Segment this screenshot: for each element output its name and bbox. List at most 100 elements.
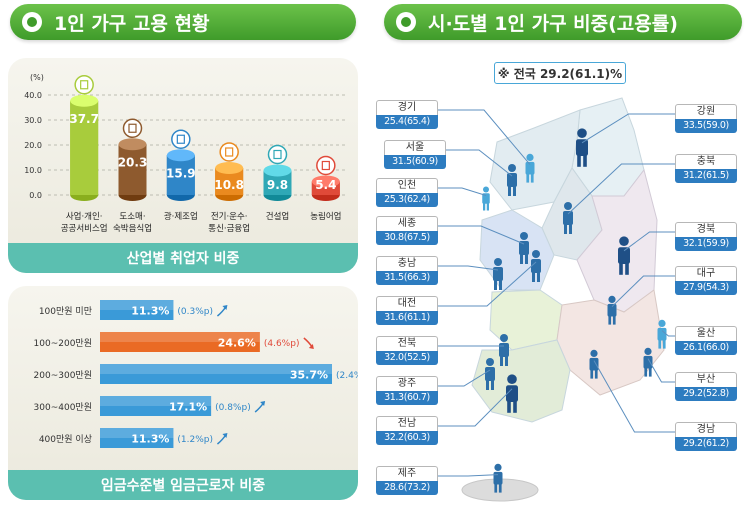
person-leg xyxy=(644,367,648,377)
region-value: 31.6(61.1) xyxy=(376,311,438,325)
category-label: 전기·운수· xyxy=(211,211,248,222)
region-value: 32.0(52.5) xyxy=(376,351,438,365)
region-value: 29.2(52.8) xyxy=(675,387,737,401)
region-name: 서울 xyxy=(384,140,446,155)
industry-footer: 산업별 취업자 비중 xyxy=(8,243,358,273)
person-head xyxy=(500,334,508,342)
wage-row: 400만원 이상 11.3% (1.2%p) xyxy=(39,428,228,448)
gear-icon-glyph xyxy=(176,134,185,144)
bar-top xyxy=(311,175,340,188)
region-label: 대구 27.9(54.3) xyxy=(675,266,737,295)
person-body xyxy=(657,327,667,341)
person-head xyxy=(508,164,516,172)
person-head xyxy=(486,358,494,366)
bar-top xyxy=(215,162,244,174)
person-head xyxy=(494,258,502,266)
person-leg xyxy=(494,280,497,290)
region-label: 서울 31.5(60.9) xyxy=(384,140,446,169)
leader-line xyxy=(581,113,675,144)
leader-line xyxy=(438,388,513,427)
person-head xyxy=(483,186,489,193)
bar-top xyxy=(70,94,99,107)
region-name: 경북 xyxy=(675,222,737,237)
person-head xyxy=(608,295,616,303)
leader-line xyxy=(593,360,675,433)
person-head xyxy=(644,347,652,355)
gear-icon xyxy=(171,129,191,149)
region-value: 32.2(60.3) xyxy=(376,431,438,445)
wage-bar xyxy=(100,428,174,448)
region-label: 경기 25.4(65.4) xyxy=(376,100,438,129)
industry-bar: 10.8 전기·운수· 통신·금융업 xyxy=(208,142,250,234)
map-graphic xyxy=(438,97,675,502)
person-head xyxy=(494,463,502,471)
industry-bar: 9.8 건설업 xyxy=(263,144,292,222)
category-label: 도소매· xyxy=(119,212,145,222)
region-label: 경남 29.2(61.2) xyxy=(675,422,737,451)
region-value: 28.6(73.2) xyxy=(376,481,438,495)
person-leg xyxy=(619,262,623,275)
region-label: 전북 32.0(52.5) xyxy=(376,336,438,365)
document-icon-glyph xyxy=(80,80,89,90)
region-label: 부산 29.2(52.8) xyxy=(675,372,737,401)
leader-line xyxy=(438,225,525,245)
arrow-down-head xyxy=(308,344,314,349)
person-leg xyxy=(494,483,498,493)
y-tick-label: 0.0 xyxy=(29,191,42,200)
person-body xyxy=(643,355,653,369)
leader-line xyxy=(611,275,675,307)
person-body xyxy=(493,267,503,281)
person-leg xyxy=(662,339,666,349)
person-body xyxy=(531,259,541,273)
person-icon xyxy=(482,186,490,211)
person-leg xyxy=(483,203,486,211)
wage-category-label: 300~400만원 xyxy=(34,402,92,413)
person-leg xyxy=(537,272,540,282)
left-section-title: 1인 가구 고용 현황 xyxy=(10,4,356,40)
bar-value-label: 20.3 xyxy=(118,155,148,169)
region-name: 대구 xyxy=(675,266,737,281)
person-icon xyxy=(607,295,617,325)
person-icon xyxy=(618,236,630,275)
person-icon xyxy=(531,250,541,282)
wage-category-label: 100~200만원 xyxy=(34,338,92,349)
region-label: 세종 30.8(67.5) xyxy=(376,216,438,245)
region-label: 울산 26.1(66.0) xyxy=(675,326,737,355)
wage-row: 200~300만원 35.7% (2.4%p) xyxy=(34,364,358,384)
person-body xyxy=(499,343,509,357)
region-value: 27.9(54.3) xyxy=(675,281,737,295)
wage-value-label: 17.1% xyxy=(169,401,207,414)
region-name: 부산 xyxy=(675,372,737,387)
wage-row: 300~400만원 17.1% (0.8%p) xyxy=(34,396,266,416)
wage-category-label: 200~300만원 xyxy=(34,370,92,381)
leader-line xyxy=(446,149,513,177)
person-head xyxy=(507,374,517,385)
region-name: 울산 xyxy=(675,326,737,341)
region-name: 경기 xyxy=(376,100,438,115)
person-leg xyxy=(500,356,503,366)
person-leg xyxy=(648,367,652,377)
wage-bar xyxy=(100,396,212,416)
wage-value-label: 11.3% xyxy=(131,433,169,446)
bar-face xyxy=(118,144,147,195)
wage-bar xyxy=(100,332,260,352)
category-label: 건설업 xyxy=(266,211,289,222)
chungnam-shape xyxy=(479,209,555,291)
region-label: 제주 28.6(73.2) xyxy=(376,466,438,495)
person-leg xyxy=(499,280,502,290)
leader-line xyxy=(438,261,537,307)
region-value: 29.2(61.2) xyxy=(675,437,737,451)
y-tick-label: 10.0 xyxy=(24,166,42,175)
bar-value-label: 37.7 xyxy=(69,112,99,126)
region-name: 충남 xyxy=(376,256,438,271)
leader-line xyxy=(438,187,487,196)
person-icon xyxy=(576,128,588,167)
person-leg xyxy=(508,186,511,196)
person-icon xyxy=(493,258,503,290)
category-label: 사업·개인· xyxy=(66,211,103,222)
wage-bar-shine xyxy=(100,396,212,406)
person-leg xyxy=(498,483,502,493)
person-head xyxy=(520,232,528,240)
region-name: 충북 xyxy=(675,154,737,169)
right-section-title: 시·도별 1인 가구 비중(고용률) xyxy=(384,4,742,40)
